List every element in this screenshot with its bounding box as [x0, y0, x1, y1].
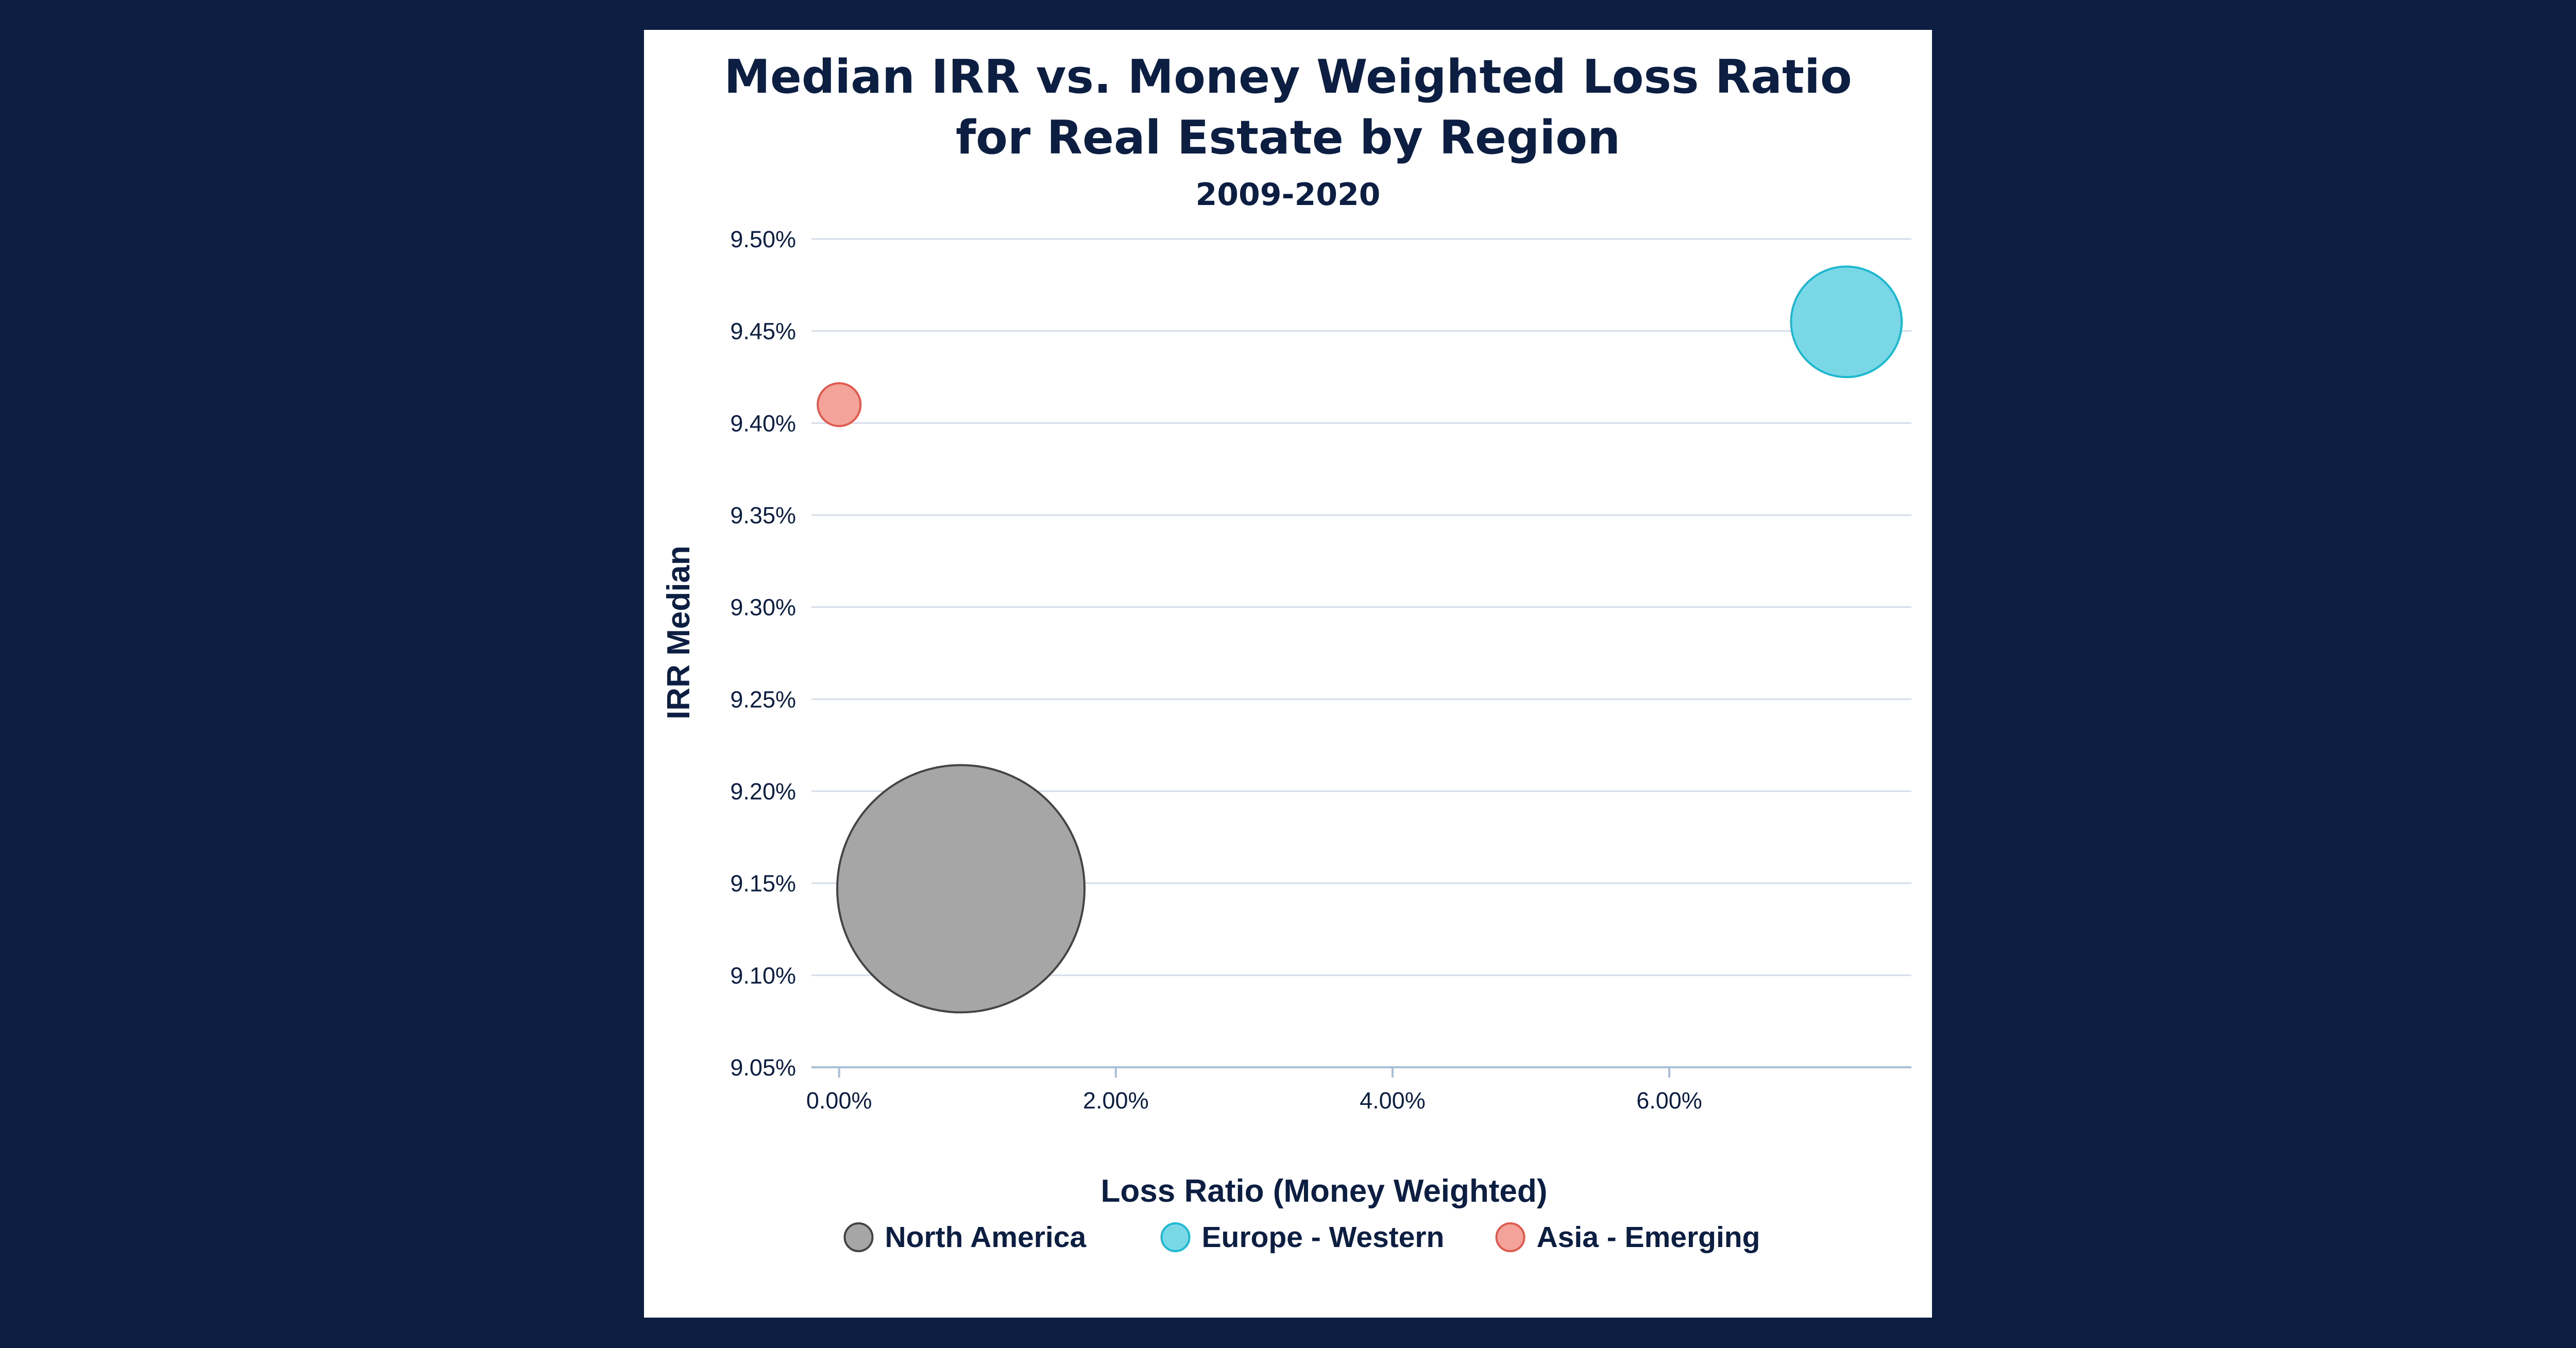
x-tick-label: 6.00% [1636, 1087, 1702, 1114]
y-tick-label: 9.05% [730, 1054, 796, 1081]
y-tick-label: 9.45% [730, 318, 796, 345]
y-tick-label: 9.20% [730, 778, 796, 805]
x-axis-title: Loss Ratio (Money Weighted) [1101, 1173, 1548, 1209]
legend-label-north-america: North America [885, 1221, 1087, 1254]
x-tick-label: 0.00% [806, 1087, 872, 1114]
bubble-europe-western [1790, 265, 1903, 379]
x-tick-label: 4.00% [1360, 1087, 1426, 1114]
x-tick-label: 2.00% [1083, 1087, 1149, 1114]
bubble-north-america [836, 764, 1086, 1014]
legend-marker-asia-emerging [1495, 1222, 1526, 1252]
legend-marker-north-america [843, 1222, 874, 1252]
legend: North America Europe - Western Asia - Emer… [843, 1221, 1760, 1254]
chart-title-line-2: for Real Estate by Region [956, 111, 1620, 165]
y-tick-label: 9.35% [730, 502, 796, 528]
y-tick-label: 9.50% [730, 226, 796, 252]
y-tick-label: 9.40% [730, 410, 796, 436]
legend-marker-europe-western [1160, 1222, 1191, 1252]
y-tick-label: 9.30% [730, 594, 796, 621]
y-axis-title: IRR Median [661, 545, 697, 720]
y-axis-ticks: 9.05% 9.10% 9.15% 9.20% 9.25% 9.30% 9.35% 9.40%… [730, 226, 796, 1081]
x-axis: 0.00% 2.00% 4.00% 6.00% [806, 1066, 1911, 1114]
y-tick-label: 9.25% [730, 686, 796, 712]
y-tick-label: 9.15% [730, 871, 796, 897]
chart-subtitle: 2009-2020 [1196, 177, 1381, 213]
legend-label-asia-emerging: Asia - Emerging [1537, 1221, 1760, 1254]
bubble-asia-emerging [817, 382, 862, 428]
y-tick-label: 9.10% [730, 962, 796, 988]
chart-card: Median IRR vs. Money Weighted Loss Ratio… [644, 30, 1932, 1318]
chart-title-line-1: Median IRR vs. Money Weighted Loss Ratio [724, 50, 1852, 104]
bubble-chart: Median IRR vs. Money Weighted Loss Ratio… [661, 50, 1911, 1254]
legend-label-europe-western: Europe - Western [1202, 1221, 1445, 1254]
bubbles [817, 265, 1903, 1014]
